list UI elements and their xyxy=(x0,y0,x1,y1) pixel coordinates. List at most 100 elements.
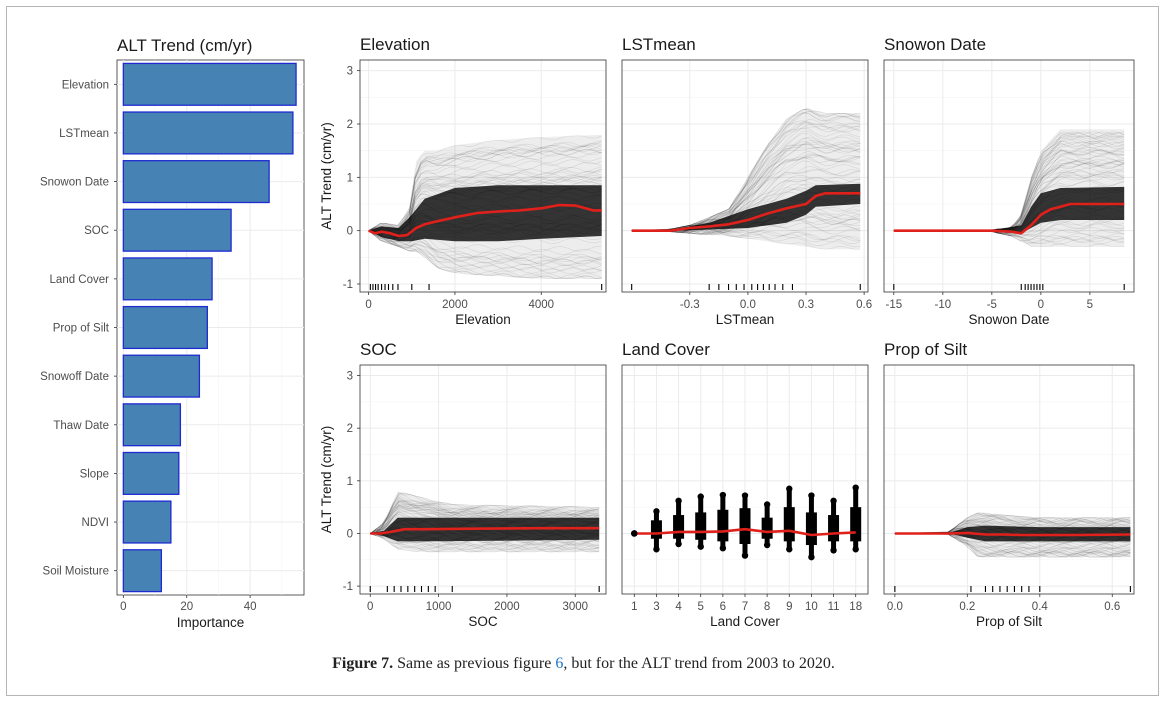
ice-line xyxy=(631,140,861,232)
y-tick-label: 3 xyxy=(347,371,353,383)
ice-line xyxy=(368,230,602,262)
x-tick-label: 3 xyxy=(653,601,659,613)
ice-line xyxy=(370,510,600,535)
category-point xyxy=(631,530,638,537)
ice-line xyxy=(368,230,602,265)
panel-x-axis-label: SOC xyxy=(468,614,498,629)
ice-line xyxy=(631,156,861,232)
ice-line xyxy=(631,174,861,232)
bar xyxy=(122,403,182,447)
ice-line xyxy=(368,143,602,232)
ice-line xyxy=(368,227,602,244)
pdp-median-line xyxy=(894,531,1131,537)
category-max-point xyxy=(852,484,859,491)
bar-category-label: Slope xyxy=(80,468,109,480)
bar xyxy=(122,500,172,544)
category-min-point xyxy=(830,547,837,554)
category-min-point xyxy=(808,553,815,561)
ice-line xyxy=(370,497,600,534)
ice-line xyxy=(370,504,600,534)
ice-line xyxy=(368,149,602,231)
bar-category-label: NDVI xyxy=(82,517,109,529)
ice-line xyxy=(370,499,600,534)
category-max-point xyxy=(719,491,727,499)
ice-line xyxy=(370,492,600,534)
x-tick-label: 10 xyxy=(805,601,818,613)
ice-line xyxy=(368,167,602,232)
panel-background xyxy=(360,60,606,292)
x-tick-label: 3000 xyxy=(562,601,588,613)
ice-line xyxy=(368,141,602,232)
ice-line xyxy=(631,178,861,232)
category-min-point xyxy=(653,546,660,553)
ice-line xyxy=(368,170,602,233)
ice-line xyxy=(370,504,600,534)
caption-label: Figure 7. xyxy=(332,655,394,672)
ice-line xyxy=(368,192,602,235)
y-tick-label: 2 xyxy=(347,423,353,435)
ice-line xyxy=(368,175,602,235)
ice-line xyxy=(631,146,861,232)
panel-y-axis-label: ALT Trend (cm/yr) xyxy=(319,426,334,534)
ice-line xyxy=(631,146,861,232)
y-tick-label: 3 xyxy=(347,66,353,78)
bar xyxy=(122,354,201,398)
caption-figure-link[interactable]: 6 xyxy=(555,655,564,672)
ice-line xyxy=(370,533,600,551)
x-tick-label: -0.3 xyxy=(680,299,700,311)
panel-border xyxy=(621,59,869,293)
ice-line xyxy=(368,194,602,234)
x-tick-label: 5 xyxy=(1087,299,1093,311)
ice-line xyxy=(370,500,600,534)
bar-chart-title: ALT Trend (cm/yr) xyxy=(117,36,252,55)
ice-line xyxy=(370,531,600,548)
x-tick-label: 4000 xyxy=(528,299,554,311)
bar-x-tick-label: 0 xyxy=(120,601,126,613)
ice-line xyxy=(370,499,600,534)
x-tick-label: 0 xyxy=(365,299,371,311)
ice-line xyxy=(370,531,600,543)
panel-background xyxy=(622,60,868,292)
bar-category-label: Elevation xyxy=(62,79,109,91)
ice-line xyxy=(370,492,600,534)
ice-line xyxy=(370,523,600,536)
category-dense-block xyxy=(850,507,862,542)
ice-line xyxy=(370,492,600,534)
pdp-median-line xyxy=(631,192,861,232)
x-tick-label: 7 xyxy=(742,601,748,613)
ice-line xyxy=(368,220,602,241)
panel-title: Snowon Date xyxy=(884,35,986,54)
y-tick-label: -1 xyxy=(343,279,353,291)
ice-line xyxy=(368,213,602,239)
ice-line xyxy=(368,166,602,232)
ice-line xyxy=(368,149,602,232)
bar-x-tick-label: 20 xyxy=(180,601,193,613)
ice-line xyxy=(370,533,600,546)
category-dense-block xyxy=(673,515,685,539)
bar-category-label: Snowon Date xyxy=(40,177,109,189)
bar-category-label: Prop of Silt xyxy=(53,323,110,335)
ice-line xyxy=(370,533,600,546)
panel-border xyxy=(883,59,1135,293)
category-max-point xyxy=(653,508,660,515)
ice-line xyxy=(368,230,602,271)
ice-line xyxy=(370,528,600,541)
ice-line xyxy=(368,230,602,275)
ice-line xyxy=(370,533,600,551)
ice-line xyxy=(370,500,600,534)
bar-category-label: LSTmean xyxy=(59,128,109,140)
ice-line xyxy=(368,142,602,232)
panel-y-axis-label: ALT Trend (cm/yr) xyxy=(319,122,334,230)
ice-line xyxy=(368,230,602,260)
x-tick-label: 0 xyxy=(1038,299,1044,311)
caption-text-before: Same as previous figure xyxy=(393,655,556,672)
ice-line xyxy=(370,498,600,534)
ice-line xyxy=(370,513,600,534)
ice-line xyxy=(370,501,600,534)
category-max-point xyxy=(741,492,749,499)
ice-line xyxy=(370,501,600,534)
x-tick-label: 0.0 xyxy=(887,601,903,613)
category-dense-block xyxy=(805,512,817,546)
bar-category-label: Thaw Date xyxy=(53,420,109,432)
ice-line xyxy=(368,230,602,279)
